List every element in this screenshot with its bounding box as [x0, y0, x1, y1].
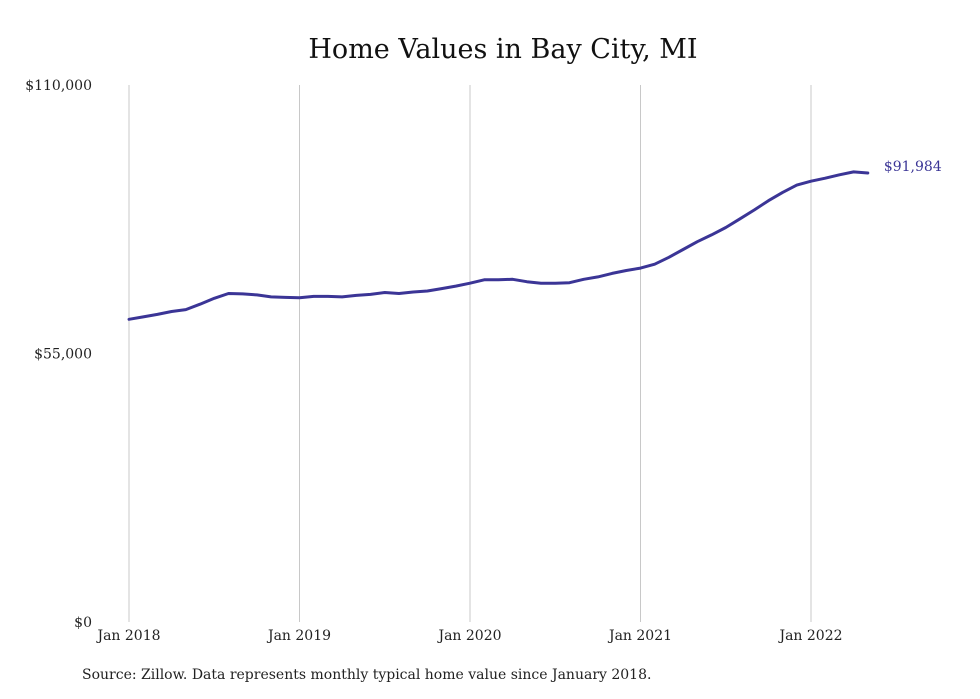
y-tick-label: $55,000 — [34, 347, 92, 363]
chart-title: Home Values in Bay City, MI — [308, 34, 697, 65]
y-tick-label: $0 — [74, 615, 92, 631]
x-tick-label: Jan 2019 — [266, 628, 331, 644]
grid-lines — [128, 85, 812, 622]
y-axis-ticks: $0 $55,000 $110,000 — [25, 78, 92, 631]
x-axis-ticks: Jan 2018 Jan 2019 Jan 2020 Jan 2021 Jan 2022 — [95, 628, 842, 644]
x-tick-label: Jan 2022 — [777, 628, 842, 644]
series-line — [127, 170, 870, 321]
end-value-label: $91,984 — [884, 159, 942, 175]
x-tick-label: Jan 2021 — [607, 628, 672, 644]
x-tick-label: Jan 2020 — [436, 628, 501, 644]
x-tick-label: Jan 2018 — [95, 628, 160, 644]
y-tick-label: $110,000 — [25, 78, 92, 94]
series-layer: $91,984 — [127, 159, 942, 321]
source-note: Source: Zillow. Data represents monthly … — [82, 667, 652, 683]
